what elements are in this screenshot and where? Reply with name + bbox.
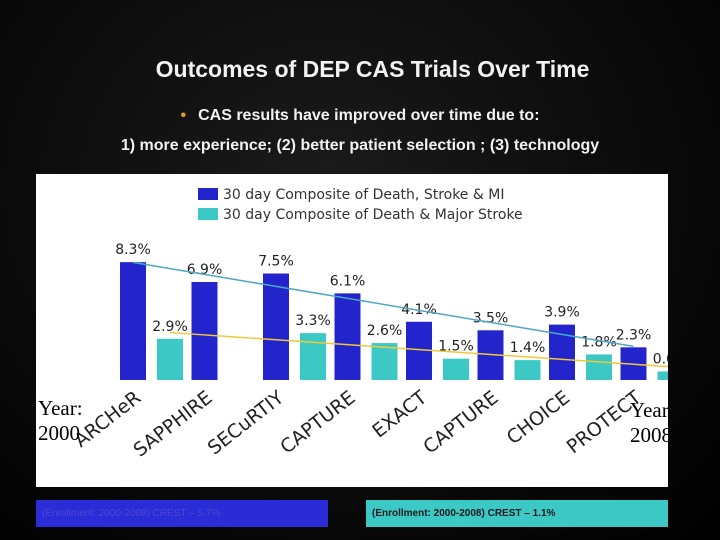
legend-swatch-1 — [198, 188, 218, 200]
footer-left-text: (Enrollment: 2000-2008) CREST – 5.7% — [42, 508, 221, 519]
bar-series1-1 — [120, 262, 146, 380]
year-end-value: 2008 — [630, 422, 668, 447]
data-label-series1-6: 3.5% — [473, 310, 509, 326]
data-label-series2-3: 3.3% — [295, 313, 331, 329]
data-label-series1-1: 8.3% — [115, 242, 151, 258]
legend-label-1: 30 day Composite of Death, Stroke & MI — [223, 187, 504, 203]
bar-series1-4 — [334, 293, 361, 380]
data-label-series1-2: 6.9% — [187, 262, 223, 278]
data-label-series2-6: 1.4% — [510, 340, 546, 356]
bullet-main-text: CAS results have improved over time due … — [198, 107, 540, 124]
bar-series2-3 — [300, 333, 326, 380]
bullet-main: • CAS results have improved over time due… — [0, 107, 720, 125]
bar-series2-7 — [586, 354, 612, 380]
bar-series1-3 — [263, 273, 289, 380]
bar-series1-2 — [191, 282, 218, 380]
slide-title: Outcomes of DEP CAS Trials Over Time — [155, 56, 590, 82]
category-label-6: CAPTURE — [419, 387, 502, 459]
bar-series2-8 — [657, 371, 668, 380]
bullet-sub-text: 1) more experience; (2) better patient s… — [120, 137, 600, 154]
year-start-value: 2000 — [38, 420, 80, 445]
data-label-series1-7: 3.9% — [544, 305, 580, 321]
data-label-series2-8: 0.6% — [653, 351, 668, 367]
data-label-series1-3: 7.5% — [258, 254, 294, 270]
data-label-series2-5: 1.5% — [438, 339, 474, 355]
legend-swatch-2 — [198, 208, 218, 220]
data-label-series1-8: 2.3% — [616, 327, 652, 343]
footer-right-text: (Enrollment: 2000-2008) CREST – 1.1% — [372, 508, 556, 519]
year-end-label: Year: — [630, 398, 668, 422]
data-label-series2-4: 2.6% — [367, 323, 403, 339]
category-label-5: EXACT — [368, 386, 431, 442]
category-label-3: SECuRTIY — [204, 386, 289, 459]
data-label-series1-4: 6.1% — [330, 273, 366, 289]
category-label-2: SAPPHIRE — [129, 387, 216, 462]
trendline-series2 — [169, 331, 668, 368]
year-start-label: Year: — [38, 396, 83, 420]
bullet-dot-icon: • — [180, 107, 187, 124]
year-end: Year: 2008 — [630, 398, 668, 448]
footer-left-box: (Enrollment: 2000-2008) CREST – 5.7% — [36, 500, 328, 527]
trendline-series1 — [132, 261, 634, 348]
bar-series2-5 — [443, 358, 469, 380]
year-start: Year: 2000 — [38, 396, 83, 446]
category-label-4: CAPTURE — [276, 387, 359, 459]
bar-series2-4 — [371, 343, 398, 380]
data-label-series2-1: 2.9% — [152, 319, 188, 335]
bar-series2-6 — [514, 360, 541, 380]
chart-panel: 30 day Composite of Death, Stroke & MI 30… — [36, 174, 668, 487]
bar-series2-1 — [157, 338, 183, 380]
footer-right-box: (Enrollment: 2000-2008) CREST – 1.1% — [366, 500, 668, 527]
bar-chart: 30 day Composite of Death, Stroke & MI 30… — [70, 187, 668, 462]
legend-label-2: 30 day Composite of Death & Major Stroke — [223, 207, 523, 223]
